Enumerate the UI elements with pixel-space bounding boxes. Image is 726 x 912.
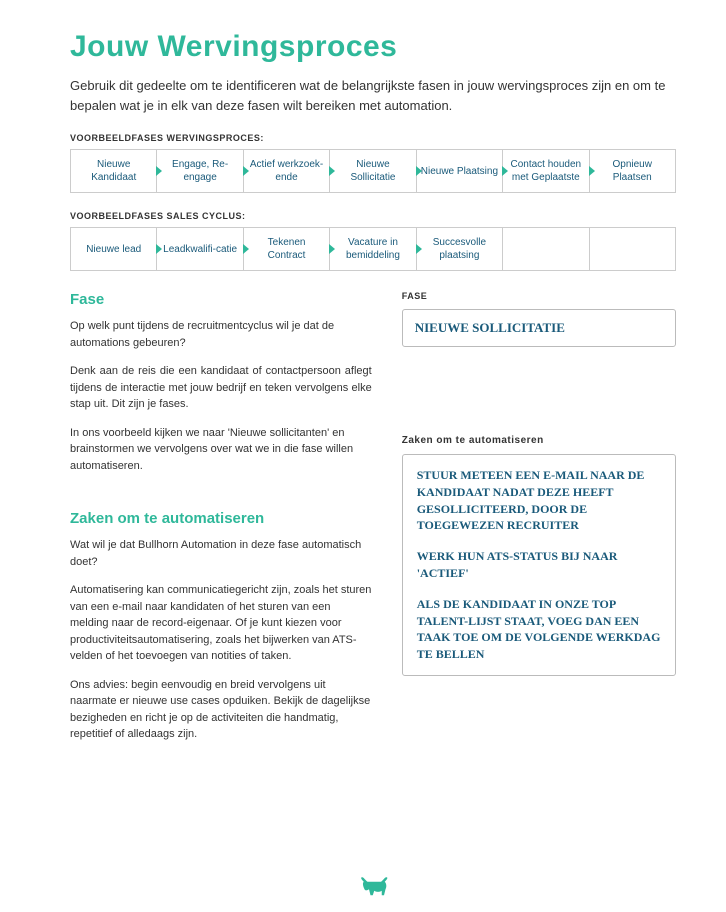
sales-phases-row: Nieuwe lead Leadkwalifi-catie Tekenen Co… (70, 227, 676, 271)
phase-cell: Actief werkzoek-ende (244, 150, 330, 192)
phase-cell: Tekenen Contract (244, 228, 330, 270)
sales-phases-label: VOORBEELDFASES SALES CYCLUS: (70, 211, 676, 221)
phase-cell-empty (503, 228, 589, 270)
phase-cell: Contact houden met Geplaatste (503, 150, 589, 192)
phase-cell: Vacature in bemiddeling (330, 228, 416, 270)
fase-heading: Fase (70, 291, 372, 308)
phase-cell: Nieuwe Kandidaat (71, 150, 157, 192)
right-column: FASE Nieuwe sollicitatie Zaken om te aut… (402, 291, 676, 755)
fase-p1: Op welk punt tijdens de recruitmentcyclu… (70, 318, 372, 351)
auto-item: Als de kandidaat in onze Top Talent-lijs… (417, 596, 661, 663)
phase-cell: Engage, Re-engage (157, 150, 243, 192)
page-title: Jouw Wervingsproces (70, 30, 676, 64)
auto-box-label: Zaken om te automatiseren (402, 435, 676, 446)
auto-p1: Wat wil je dat Bullhorn Automation in de… (70, 537, 372, 570)
auto-item: Stuur meteen een e-mail naar de kandidaa… (417, 467, 661, 534)
recruit-phases-label: VOORBEELDFASES WERVINGSPROCES: (70, 133, 676, 143)
auto-box: Stuur meteen een e-mail naar de kandidaa… (402, 454, 676, 676)
auto-heading: Zaken om te automatiseren (70, 510, 372, 527)
fase-box: Nieuwe sollicitatie (402, 309, 676, 347)
left-column: Fase Op welk punt tijdens de recruitment… (70, 291, 372, 755)
fase-box-label: FASE (402, 291, 676, 301)
fase-p2: Denk aan de reis die een kandidaat of co… (70, 363, 372, 413)
phase-cell: Leadkwalifi-catie (157, 228, 243, 270)
bull-icon (360, 875, 390, 904)
phase-cell: Nieuwe lead (71, 228, 157, 270)
auto-p2: Automatisering kan communicatiegericht z… (70, 582, 372, 665)
phase-cell: Succesvolle plaatsing (417, 228, 503, 270)
phase-cell-empty (590, 228, 675, 270)
phase-cell: Nieuwe Sollicitatie (330, 150, 416, 192)
intro-text: Gebruik dit gedeelte om te identificeren… (70, 76, 676, 115)
auto-p3: Ons advies: begin eenvoudig en breid ver… (70, 677, 372, 743)
fase-p3: In ons voorbeeld kijken we naar 'Nieuwe … (70, 425, 372, 475)
recruit-phases-row: Nieuwe Kandidaat Engage, Re-engage Actie… (70, 149, 676, 193)
phase-cell: Nieuwe Plaatsing (417, 150, 503, 192)
auto-item: Werk hun ATS-status bij naar 'Actief' (417, 548, 661, 582)
phase-cell: Opnieuw Plaatsen (590, 150, 675, 192)
